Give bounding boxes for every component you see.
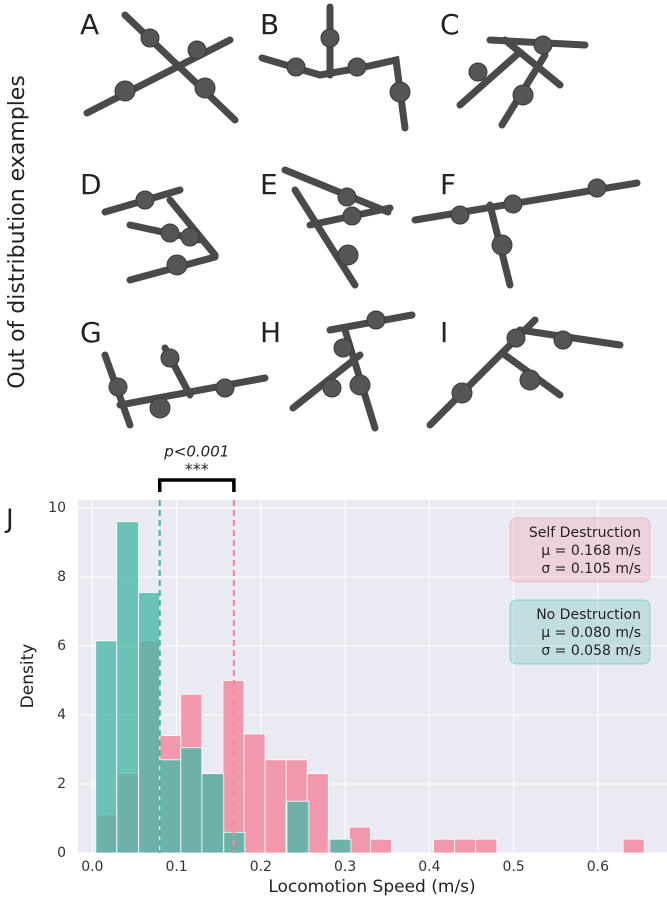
robot-figure [460, 36, 585, 125]
significance-bracket [160, 480, 234, 492]
histogram-bar [349, 827, 370, 853]
histogram-bar [476, 839, 497, 853]
x-tick-label: 0.6 [587, 859, 609, 875]
figure-label: Out of distribution examples [5, 75, 30, 389]
histogram-bar [330, 839, 351, 853]
robot-figure [87, 15, 235, 120]
panel-letter: F [440, 168, 456, 201]
histogram-bar [117, 522, 139, 853]
x-axis-label: Locomotion Speed (m/s) [268, 877, 475, 897]
histogram-bar [370, 839, 391, 853]
y-tick-label: 0 [57, 845, 66, 861]
x-tick-label: 0.3 [334, 859, 356, 875]
x-tick-label: 0.0 [81, 859, 103, 875]
x-tick-label: 0.5 [503, 859, 525, 875]
significance-stars: *** [185, 460, 209, 479]
x-tick-label: 0.4 [418, 859, 440, 875]
histogram-bar [434, 839, 455, 853]
robot-figure [293, 311, 412, 428]
panel-letter: I [440, 316, 448, 349]
histogram-bar [160, 760, 181, 853]
panel-letter: C [440, 8, 460, 41]
mean-label: μ = 0.080 m/s [541, 625, 641, 641]
panel-letter: E [260, 168, 278, 201]
y-axis-label: Density [18, 644, 38, 709]
legend-label: Self Destruction [529, 525, 641, 541]
panel-letter: H [260, 316, 281, 349]
histogram-bar [223, 680, 244, 853]
histogram-bar [623, 839, 644, 853]
y-tick-label: 2 [57, 776, 66, 792]
mean-label: μ = 0.168 m/s [541, 543, 641, 559]
panel-letter: B [260, 8, 279, 41]
robot-figure [262, 7, 410, 128]
histogram-bar [139, 592, 160, 853]
sd-label: σ = 0.105 m/s [541, 561, 641, 577]
histogram-bar [455, 839, 476, 853]
panel-letter: J [4, 505, 14, 535]
x-tick-label: 0.1 [165, 859, 187, 875]
p-value-label: p<0.001 [163, 443, 229, 461]
y-tick-label: 6 [57, 638, 66, 654]
y-tick-label: 10 [48, 500, 66, 516]
x-tick-label: 0.2 [250, 859, 272, 875]
histogram-bar [287, 801, 309, 853]
histogram-bar [244, 734, 265, 853]
panel-letter: G [80, 316, 102, 349]
robot-figure [105, 348, 265, 425]
figure: Out of distribution examples A B C D E F… [0, 0, 667, 902]
panel-letter: A [80, 8, 99, 41]
histogram-bar [96, 641, 117, 853]
y-tick-label: 8 [57, 569, 66, 585]
y-tick-label: 4 [57, 707, 66, 723]
panel-letter: D [80, 168, 102, 201]
robot-figure [105, 190, 215, 280]
histogram-bar [307, 774, 328, 853]
robot-figure [430, 320, 620, 425]
histogram-bar [181, 748, 202, 853]
legend-label: No Destruction [536, 607, 641, 623]
histogram-bar [202, 774, 224, 853]
histogram-bar [265, 760, 286, 853]
sd-label: σ = 0.058 m/s [541, 643, 641, 659]
robot-figure [285, 170, 390, 285]
